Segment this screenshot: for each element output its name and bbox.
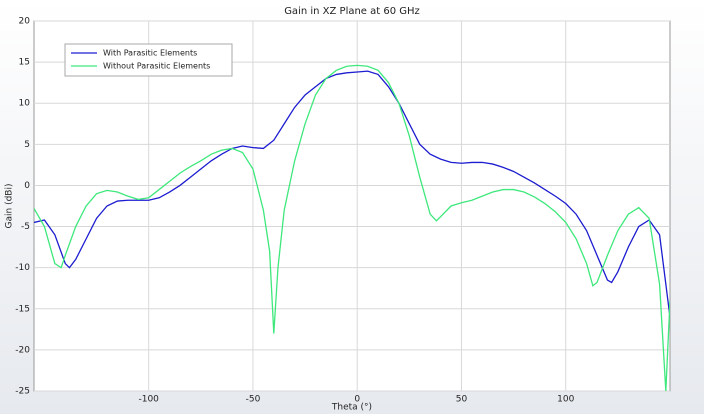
y-tick-label: 0 <box>24 181 30 191</box>
y-tick-label: 20 <box>19 17 31 27</box>
y-tick-label: -10 <box>15 263 30 273</box>
x-axis-label: Theta (°) <box>331 403 372 413</box>
chart-title: Gain in XZ Plane at 60 GHz <box>284 6 420 17</box>
x-tick-label: 50 <box>456 395 468 405</box>
x-tick-label: 100 <box>557 395 574 405</box>
y-tick-label: -25 <box>15 387 30 397</box>
legend-box <box>64 43 233 77</box>
y-tick-label: -5 <box>21 222 30 232</box>
x-tick-label: -100 <box>138 395 159 405</box>
y-tick-label: -20 <box>15 345 30 355</box>
y-tick-label: 15 <box>19 58 30 68</box>
y-axis-label: Gain (dBi) <box>5 184 15 229</box>
y-tick-label: 5 <box>24 140 30 150</box>
series-line <box>34 64 670 391</box>
plot-area <box>33 20 671 392</box>
y-tick-label: -15 <box>15 304 30 314</box>
legend-label: Without Parasitic Elements <box>103 62 210 71</box>
series-line <box>34 70 670 318</box>
y-tick-label: 10 <box>19 99 31 109</box>
x-tick-label: 0 <box>354 395 360 405</box>
x-tick-label: -50 <box>246 395 261 405</box>
legend-label: With Parasitic Elements <box>103 49 197 58</box>
